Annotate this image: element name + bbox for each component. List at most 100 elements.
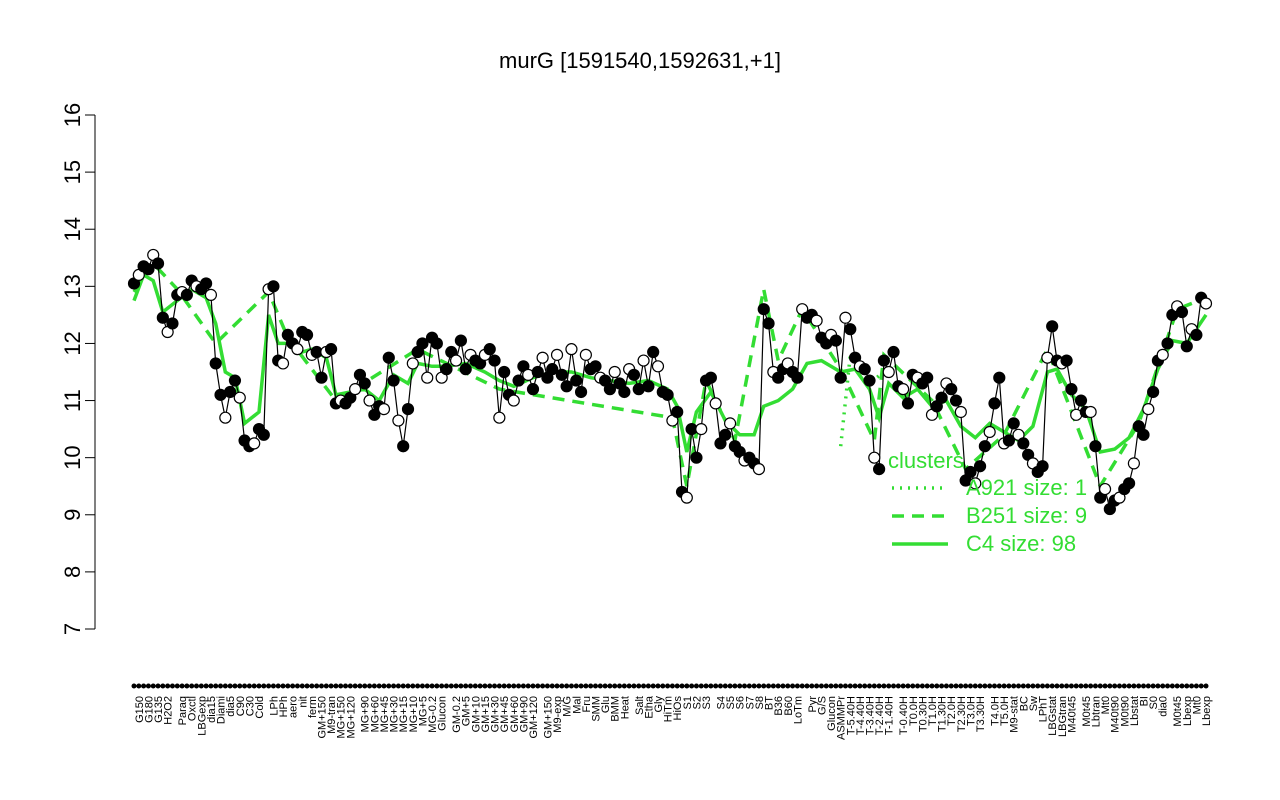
x-tick-marker — [770, 683, 776, 689]
x-tick-label: Glucon — [437, 696, 449, 731]
x-tick-marker — [328, 683, 334, 689]
x-tick-label: S4 — [715, 696, 727, 709]
x-tick-label: MG+60 — [369, 696, 381, 732]
data-point — [1147, 385, 1160, 399]
data-point — [1175, 305, 1189, 319]
legend-title: clusters — [888, 448, 964, 473]
x-tick-marker — [386, 683, 392, 689]
data-point — [555, 368, 568, 381]
x-tick-marker — [314, 683, 320, 689]
x-tick-label: BI — [1139, 696, 1151, 706]
x-tick-marker — [713, 683, 719, 689]
data-point — [1137, 428, 1150, 441]
x-tick-marker — [742, 683, 748, 689]
data-point — [546, 363, 559, 376]
x-tick-marker — [703, 683, 709, 689]
x-tick-marker — [987, 683, 993, 689]
x-tick-marker — [958, 683, 964, 689]
x-tick-marker — [1016, 683, 1022, 689]
x-tick-marker — [1184, 683, 1190, 689]
data-point — [978, 440, 991, 453]
x-tick-marker — [415, 683, 421, 689]
x-tick-label: Lbstat — [1129, 696, 1141, 726]
x-tick-marker — [756, 683, 762, 689]
x-tick-marker — [766, 683, 772, 689]
x-tick-marker — [1044, 683, 1050, 689]
x-tick-marker — [583, 683, 589, 689]
x-tick-marker — [929, 683, 935, 689]
data-point — [993, 371, 1006, 384]
x-tick-label: M40t45 — [1066, 696, 1078, 733]
x-tick-marker — [1198, 683, 1204, 689]
x-tick-marker — [530, 683, 536, 689]
x-tick-label: G135 — [153, 696, 165, 723]
x-tick-marker — [621, 683, 627, 689]
x-tick-marker — [910, 683, 916, 689]
x-tick-marker — [607, 683, 613, 689]
x-tick-marker — [184, 683, 190, 689]
x-tick-marker — [847, 683, 853, 689]
data-point — [454, 334, 467, 347]
x-tick-marker — [525, 683, 531, 689]
x-tick-marker — [650, 683, 656, 689]
data-point — [1060, 354, 1073, 367]
x-tick-marker — [857, 683, 863, 689]
x-tick-marker — [468, 683, 474, 689]
x-tick-marker — [165, 683, 171, 689]
data-point — [233, 391, 246, 404]
data-point — [498, 365, 511, 379]
x-tick-marker — [698, 683, 704, 689]
y-tick-label: 13 — [60, 274, 85, 298]
chart-title: murG [1591540,1592631,+1] — [499, 48, 781, 73]
data-point — [839, 311, 852, 324]
x-tick-label: Lbexp — [1201, 696, 1213, 726]
data-point — [704, 371, 717, 384]
x-tick-label: GM+120 — [528, 696, 540, 739]
x-tick-label: GM+150 — [542, 696, 554, 739]
data-point — [945, 383, 958, 396]
x-tick-label: Glu — [600, 696, 612, 713]
data-point — [1156, 348, 1169, 361]
data-point — [882, 365, 895, 379]
data-point — [406, 357, 419, 370]
x-tick-marker — [189, 683, 195, 689]
x-tick-marker — [309, 683, 315, 689]
data-point — [973, 460, 987, 473]
x-tick-label: M0t90 — [1119, 696, 1131, 727]
data-point — [166, 317, 179, 330]
data-point — [1089, 440, 1102, 453]
data-point — [526, 383, 540, 396]
data-point — [570, 374, 583, 387]
x-tick-marker — [842, 683, 848, 689]
x-tick-marker — [347, 683, 353, 689]
x-tick-label: T2.30H — [956, 696, 968, 732]
x-tick-marker — [1073, 683, 1079, 689]
x-tick-marker — [439, 683, 445, 689]
x-tick-marker — [410, 683, 416, 689]
x-tick-label: GM+30 — [490, 696, 502, 732]
x-tick-marker — [948, 683, 954, 689]
x-tick-marker — [924, 683, 930, 689]
x-tick-marker — [1126, 683, 1132, 689]
x-tick-label: M40t90 — [1110, 696, 1122, 733]
data-point — [1180, 340, 1193, 353]
x-tick-marker — [953, 683, 959, 689]
data-point — [1065, 383, 1078, 396]
x-tick-label: dia15 — [206, 696, 218, 723]
data-point — [983, 425, 996, 439]
x-tick-marker — [809, 683, 815, 689]
x-tick-marker — [1136, 683, 1142, 689]
data-point — [315, 371, 328, 384]
x-tick-marker — [131, 683, 137, 689]
data-point — [642, 380, 655, 393]
data-point — [392, 414, 405, 427]
x-tick-marker — [270, 683, 276, 689]
x-tick-marker — [318, 683, 324, 689]
x-tick-marker — [1025, 683, 1031, 689]
x-tick-label: S5 — [725, 696, 737, 709]
x-tick-marker — [746, 683, 752, 689]
x-tick-marker — [285, 683, 291, 689]
x-tick-marker — [592, 683, 598, 689]
x-tick-marker — [1131, 683, 1137, 689]
